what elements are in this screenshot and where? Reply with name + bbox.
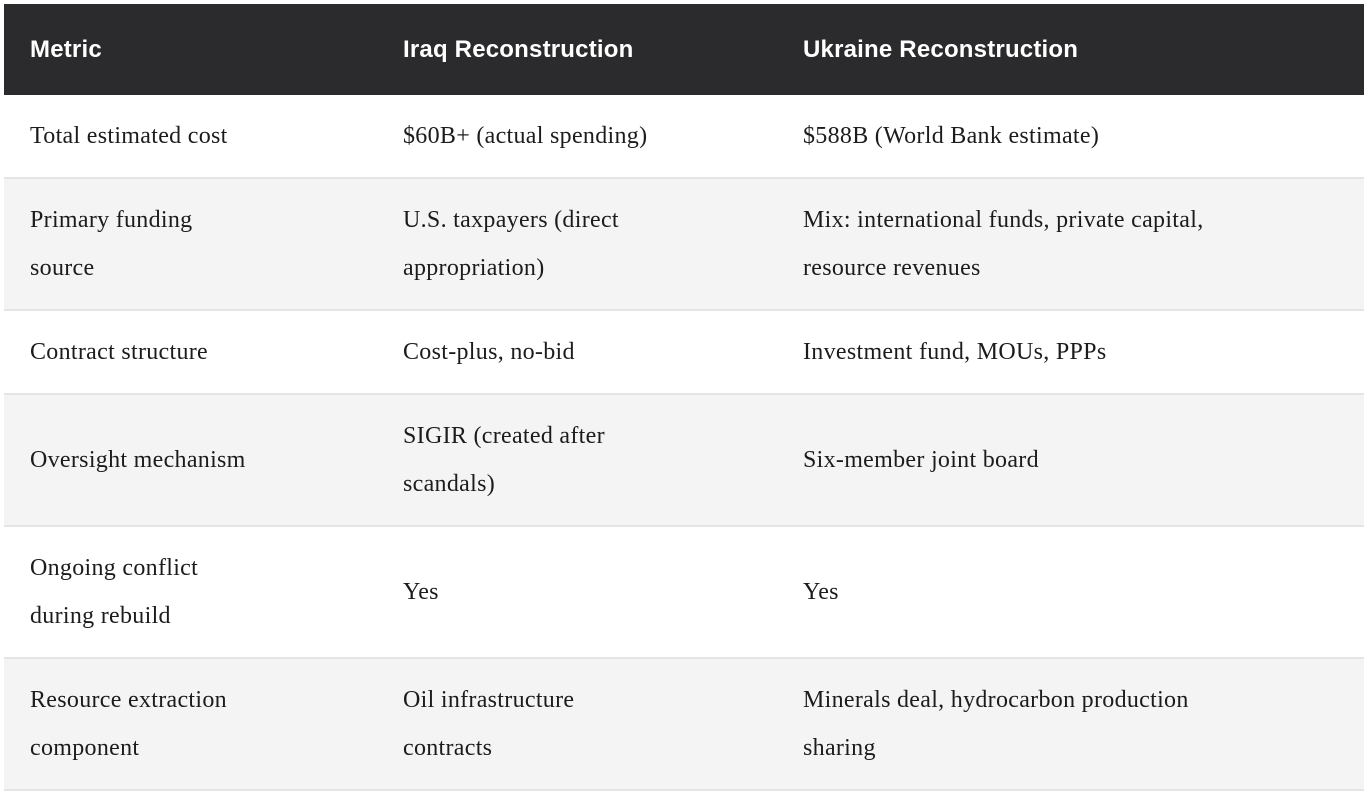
metric-cell: Contract structure [30,339,209,365]
iraq-cell: Cost-plus, no-bid [403,339,575,365]
table-header: Metric Iraq Reconstruction Ukraine Recon… [4,4,1364,95]
ukraine-cell: $588B (World Bank estimate) [803,123,1100,149]
metric-cell: Ongoing conflict during rebuild [30,555,199,629]
metric-cell: Total estimated cost [30,123,228,149]
table-row-oversight-mechanism: Oversight mechanism SIGIR (created after… [4,394,1364,526]
table-row-resource-extraction: Resource extraction component Oil infras… [4,658,1364,790]
table-body: Total estimated cost $60B+ (actual spend… [4,95,1364,790]
column-header-iraq-reconstruction: Iraq Reconstruction [377,4,777,95]
comparison-table: Metric Iraq Reconstruction Ukraine Recon… [4,4,1364,791]
iraq-cell: Oil infrastructure contracts [403,687,575,761]
ukraine-cell: Investment fund, MOUs, PPPs [803,339,1107,365]
ukraine-cell: Six-member joint board [803,447,1039,473]
header-row: Metric Iraq Reconstruction Ukraine Recon… [4,4,1364,95]
table-row-contract-structure: Contract structure Cost-plus, no-bid Inv… [4,310,1364,394]
column-header-metric: Metric [4,4,377,95]
column-header-ukraine-reconstruction: Ukraine Reconstruction [777,4,1364,95]
iraq-cell: Yes [403,579,439,605]
table-row-total-estimated-cost: Total estimated cost $60B+ (actual spend… [4,95,1364,178]
metric-cell: Resource extraction component [30,687,227,761]
iraq-cell: SIGIR (created after scandals) [403,423,605,497]
table-row-ongoing-conflict: Ongoing conflict during rebuild Yes Yes [4,526,1364,658]
iraq-cell: $60B+ (actual spending) [403,123,648,149]
ukraine-cell: Mix: international funds, private capita… [803,207,1204,281]
iraq-cell: U.S. taxpayers (direct appropriation) [403,207,619,281]
table-row-primary-funding-source: Primary funding source U.S. taxpayers (d… [4,178,1364,310]
metric-cell: Oversight mechanism [30,447,246,473]
ukraine-cell: Yes [803,579,839,605]
metric-cell: Primary funding source [30,207,193,281]
ukraine-cell: Minerals deal, hydrocarbon production sh… [803,687,1189,761]
